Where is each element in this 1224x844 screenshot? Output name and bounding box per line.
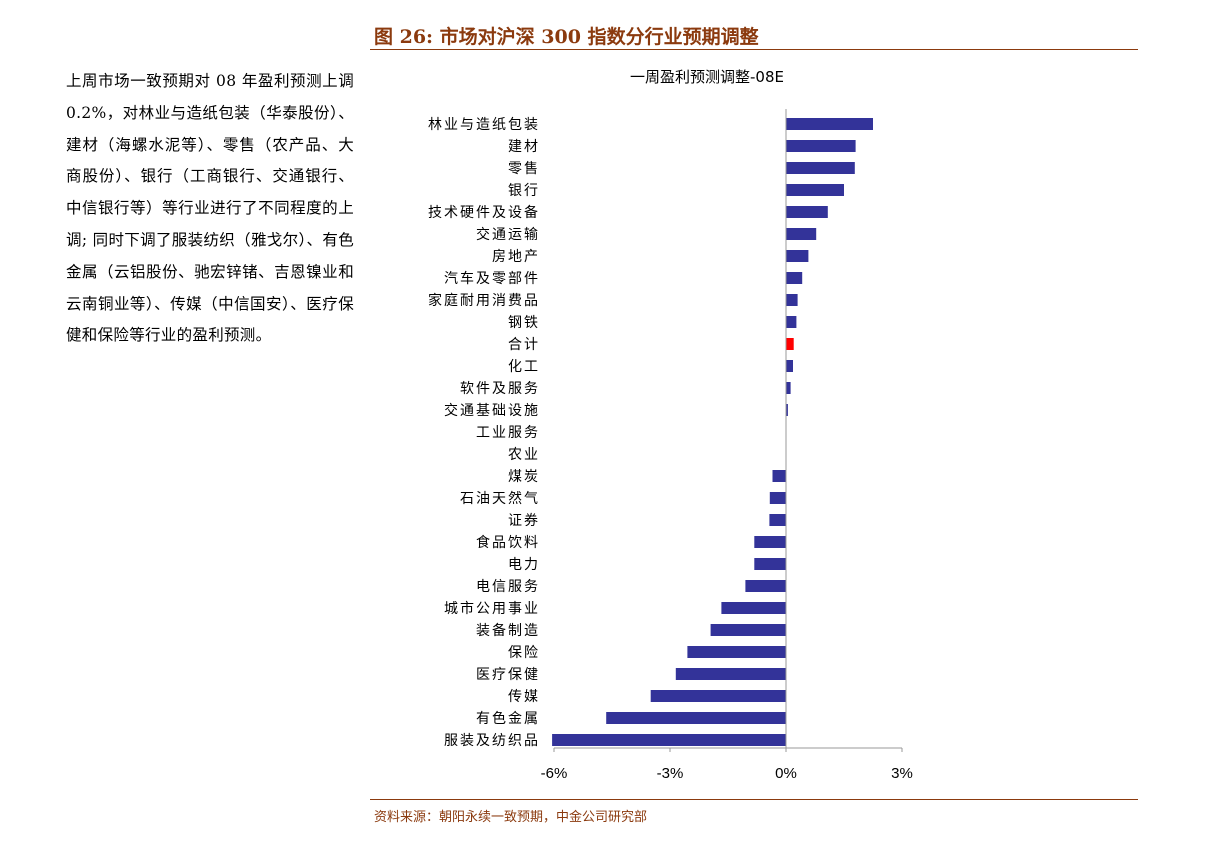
bar-chart: 一周盈利预测调整-08E 林业与造纸包装建材零售银行技术硬件及设备交通运输房地产…	[428, 68, 913, 782]
bar-13	[786, 404, 788, 416]
bar-20	[754, 558, 786, 570]
x-tick-label-2: 0%	[775, 765, 797, 782]
category-label-28: 服装及纺织品	[444, 733, 540, 749]
commentary-text: 上周市场一致预期对 08 年盈利预测上调 0.2%，对林业与造纸包装（华泰股份）…	[66, 72, 354, 345]
category-label-27: 有色金属	[476, 710, 540, 727]
bar-23	[710, 624, 786, 636]
bar-7	[786, 272, 803, 284]
top-rule	[370, 49, 1138, 50]
category-label-17: 石油天然气	[460, 490, 540, 507]
bottom-rule	[370, 799, 1138, 800]
category-label-24: 保险	[508, 645, 540, 661]
bar-19	[754, 536, 786, 548]
category-label-12: 软件及服务	[460, 381, 540, 397]
bar-24	[687, 646, 786, 658]
bar-26	[650, 690, 786, 702]
bar-25	[675, 668, 786, 680]
source-note: 资料来源：朝阳永续一致预期，中金公司研究部	[374, 810, 648, 825]
bar-21	[745, 580, 786, 592]
bar-5	[786, 228, 817, 240]
category-label-0: 林业与造纸包装	[428, 117, 540, 133]
category-label-15: 农业	[508, 447, 540, 463]
bar-17	[769, 492, 786, 504]
x-tick-label-1: -3%	[657, 765, 684, 782]
bar-22	[721, 602, 786, 614]
category-label-13: 交通基础设施	[444, 402, 540, 419]
bar-18	[769, 514, 786, 526]
bar-16	[772, 470, 786, 482]
category-label-21: 电信服务	[476, 579, 540, 595]
bar-3	[786, 184, 844, 196]
x-tick-label-3: 3%	[891, 765, 913, 782]
bar-2	[786, 162, 855, 174]
bar-12	[786, 382, 791, 394]
category-label-8: 家庭耐用消费品	[428, 292, 540, 309]
bar-27	[606, 712, 786, 724]
category-label-22: 城市公用事业	[444, 600, 540, 617]
category-label-1: 建材	[508, 139, 540, 155]
bar-28	[552, 734, 786, 746]
category-label-7: 汽车及零部件	[444, 270, 540, 287]
bar-8	[786, 294, 798, 306]
category-label-11: 化工	[508, 359, 540, 375]
chart-title: 一周盈利预测调整-08E	[630, 68, 784, 86]
bar-1	[786, 140, 856, 152]
category-label-4: 技术硬件及设备	[428, 204, 540, 221]
category-label-5: 交通运输	[476, 226, 540, 243]
category-label-18: 证券	[508, 513, 540, 529]
x-tick-label-0: -6%	[541, 765, 568, 782]
category-label-2: 零售	[508, 161, 540, 177]
bar-4	[786, 206, 828, 218]
category-label-10: 合计	[508, 337, 540, 353]
category-label-23: 装备制造	[476, 622, 540, 639]
category-label-25: 医疗保健	[476, 667, 540, 683]
bar-6	[786, 250, 809, 262]
category-label-16: 煤炭	[508, 469, 540, 485]
bar-0	[786, 118, 873, 130]
category-label-20: 电力	[508, 557, 540, 573]
category-label-6: 房地产	[492, 249, 540, 265]
bar-11	[786, 360, 793, 372]
bar-10	[786, 338, 794, 350]
category-label-3: 银行	[508, 183, 540, 199]
category-label-14: 工业服务	[476, 425, 540, 441]
figure-title: 图 26: 市场对沪深 300 指数分行业预期调整	[374, 26, 759, 48]
category-label-9: 钢铁	[508, 315, 540, 331]
category-label-19: 食品饮料	[476, 534, 540, 551]
category-label-26: 传媒	[508, 689, 540, 705]
bar-9	[786, 316, 797, 328]
